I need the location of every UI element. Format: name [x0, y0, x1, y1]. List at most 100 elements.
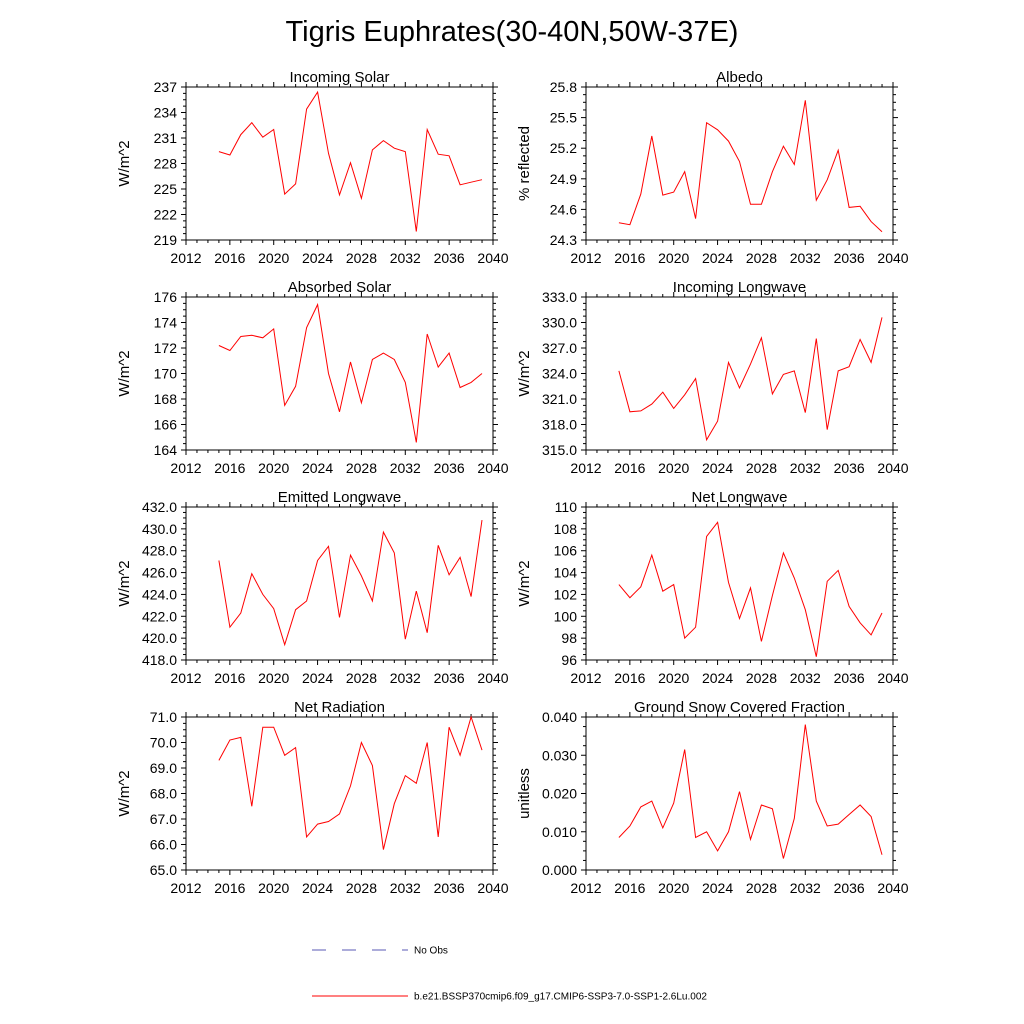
x-tick-label: 2040 — [877, 460, 908, 476]
x-tick-label: 2016 — [614, 250, 645, 266]
x-tick-label: 2032 — [390, 670, 421, 686]
y-tick-label: 71.0 — [150, 709, 177, 725]
legend-obs-label: No Obs — [414, 946, 448, 957]
x-tick-label: 2020 — [258, 460, 289, 476]
y-tick-label: 66.0 — [150, 837, 177, 853]
y-tick-label: 333.0 — [542, 289, 577, 305]
y-axis-label: W/m^2 — [516, 350, 533, 396]
plot-frame — [585, 296, 894, 451]
chart-panel: Incoming Solar 2012 2016 2020 2024 2028 2032 20… — [116, 69, 509, 266]
y-axis-label: W/m^2 — [516, 560, 533, 606]
x-tick-label: 2012 — [570, 880, 601, 896]
y-tick-label: 219 — [154, 232, 178, 248]
y-tick-label: 106 — [554, 543, 578, 559]
y-tick-label: 0.000 — [542, 862, 577, 878]
x-tick-label: 2032 — [790, 880, 821, 896]
y-tick-label: 100 — [554, 608, 578, 624]
x-tick-label: 2024 — [702, 880, 733, 896]
x-tick-label: 2032 — [390, 880, 421, 896]
panel-title: Absorbed Solar — [288, 279, 391, 296]
plot-frame — [185, 86, 494, 241]
series-line — [218, 520, 483, 647]
y-tick-label: 418.0 — [142, 652, 177, 668]
x-tick-label: 2012 — [170, 460, 201, 476]
x-tick-label: 2012 — [170, 880, 201, 896]
y-tick-label: 426.0 — [142, 565, 177, 581]
x-tick-label: 2036 — [434, 880, 465, 896]
x-tick-label: 2020 — [258, 250, 289, 266]
legend: No Obs b.e21.BSSP370cmip6.f09_g17.CMIP6-… — [312, 946, 707, 1003]
series-line — [618, 100, 883, 233]
panel-title: Net Radiation — [294, 699, 385, 716]
y-tick-label: 96 — [561, 652, 577, 668]
y-tick-label: 24.3 — [550, 232, 577, 248]
y-tick-label: 0.030 — [542, 747, 577, 763]
y-tick-label: 422.0 — [142, 608, 177, 624]
x-tick-label: 2016 — [214, 460, 245, 476]
plot-frame — [185, 506, 494, 661]
chart-panel: Emitted Longwave 2012 2016 2020 2024 2028 2032… — [116, 489, 509, 686]
x-tick-label: 2024 — [702, 670, 733, 686]
y-tick-label: 164 — [154, 442, 178, 458]
x-tick-label: 2040 — [877, 880, 908, 896]
y-tick-label: 176 — [154, 289, 178, 305]
x-tick-label: 2032 — [790, 250, 821, 266]
series-line — [218, 715, 483, 850]
x-tick-label: 2040 — [477, 880, 508, 896]
y-tick-label: 428.0 — [142, 543, 177, 559]
x-tick-label: 2032 — [790, 670, 821, 686]
x-tick-label: 2012 — [570, 670, 601, 686]
x-tick-label: 2024 — [702, 250, 733, 266]
y-tick-label: 102 — [554, 586, 578, 602]
y-tick-label: 321.0 — [542, 391, 577, 407]
y-tick-label: 170 — [154, 366, 178, 382]
legend-model-label: b.e21.BSSP370cmip6.f09_g17.CMIP6-SSP3-7.… — [414, 992, 707, 1003]
x-tick-label: 2032 — [790, 460, 821, 476]
panel-title: Net Longwave — [692, 489, 788, 506]
x-tick-label: 2024 — [302, 670, 333, 686]
x-tick-label: 2012 — [570, 250, 601, 266]
x-tick-label: 2024 — [302, 460, 333, 476]
x-tick-label: 2016 — [214, 880, 245, 896]
y-axis-label: W/m^2 — [116, 140, 133, 186]
y-tick-label: 222 — [154, 207, 178, 223]
series-line — [618, 724, 883, 859]
y-tick-label: 174 — [154, 315, 178, 331]
plot-frame — [185, 296, 494, 451]
x-tick-label: 2036 — [434, 670, 465, 686]
x-tick-label: 2028 — [346, 880, 377, 896]
x-tick-label: 2020 — [658, 460, 689, 476]
x-tick-label: 2032 — [390, 460, 421, 476]
x-tick-label: 2040 — [477, 670, 508, 686]
x-tick-label: 2040 — [477, 250, 508, 266]
y-tick-label: 0.010 — [542, 824, 577, 840]
y-tick-label: 166 — [154, 417, 178, 433]
x-tick-label: 2028 — [346, 670, 377, 686]
y-tick-label: 98 — [561, 630, 577, 646]
x-tick-label: 2016 — [614, 670, 645, 686]
chart-panel: Ground Snow Covered Fraction 2012 2016 2020… — [516, 699, 909, 896]
x-tick-label: 2016 — [614, 460, 645, 476]
y-axis-label: W/m^2 — [116, 560, 133, 606]
y-axis-label: unitless — [516, 768, 533, 819]
x-tick-label: 2028 — [746, 250, 777, 266]
y-tick-label: 318.0 — [542, 417, 577, 433]
y-tick-label: 67.0 — [150, 811, 177, 827]
y-tick-label: 25.2 — [550, 140, 577, 156]
x-tick-label: 2036 — [834, 880, 865, 896]
chart-panel: Incoming Longwave 2012 2016 2020 2024 2028 203… — [516, 279, 909, 476]
x-tick-label: 2020 — [658, 670, 689, 686]
y-tick-label: 420.0 — [142, 630, 177, 646]
x-tick-label: 2040 — [477, 460, 508, 476]
y-tick-label: 24.9 — [550, 171, 577, 187]
series-line — [218, 90, 483, 232]
y-tick-label: 327.0 — [542, 340, 577, 356]
plot-frame — [585, 506, 894, 661]
y-tick-label: 168 — [154, 391, 178, 407]
x-tick-label: 2036 — [434, 250, 465, 266]
series-line — [618, 317, 883, 442]
y-tick-label: 432.0 — [142, 499, 177, 515]
panel-title: Ground Snow Covered Fraction — [634, 699, 845, 716]
y-tick-label: 104 — [554, 565, 578, 581]
